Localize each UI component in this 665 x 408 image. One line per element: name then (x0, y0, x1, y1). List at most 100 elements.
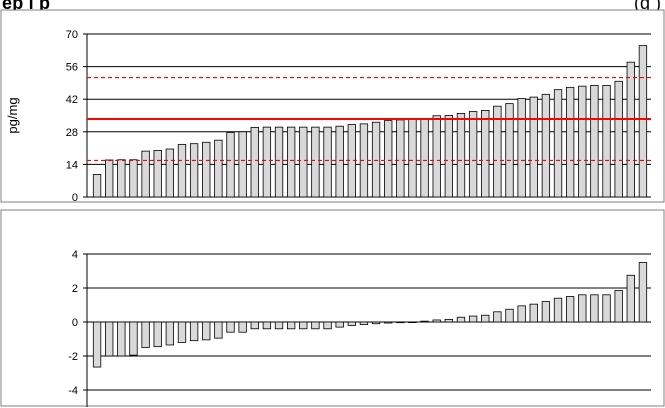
bar (602, 85, 611, 198)
bar (396, 119, 405, 198)
bar (432, 115, 441, 198)
bar (214, 321, 223, 339)
bar (408, 118, 417, 198)
bar (553, 297, 563, 323)
bar (626, 61, 635, 198)
bar (456, 113, 466, 198)
y-tick-label: -2 (68, 351, 78, 363)
bar (141, 321, 150, 348)
bar (578, 85, 587, 198)
bar (286, 321, 296, 330)
y-tick-label: 14 (66, 159, 78, 171)
bar (335, 321, 344, 328)
bar (420, 320, 429, 323)
y-tick-label: 0 (72, 317, 78, 329)
bar (189, 143, 199, 198)
y-tick-label: 56 (66, 62, 78, 74)
bar (311, 321, 320, 330)
bar (444, 115, 454, 198)
bar (468, 315, 478, 323)
bar (286, 126, 296, 198)
bar (189, 321, 199, 342)
bar (177, 321, 187, 343)
bar (238, 131, 247, 198)
bar (553, 89, 563, 198)
bar (177, 143, 187, 198)
bar (359, 321, 369, 325)
bar (493, 311, 502, 323)
bar (578, 294, 587, 323)
bar (335, 125, 344, 198)
bar (590, 85, 599, 198)
y-tick-label: 4 (72, 249, 78, 261)
bar (565, 86, 575, 198)
bar (105, 159, 114, 198)
bar (602, 294, 611, 323)
bar (92, 321, 102, 368)
panel-frame (0, 9, 665, 203)
y-axis-label: pg/mg (5, 97, 20, 133)
bar (165, 148, 175, 198)
bar (626, 274, 635, 323)
bar (347, 321, 356, 326)
bottom-panel: -4 -2 0 2 4 (0, 209, 665, 407)
bar (238, 321, 247, 333)
bar (226, 321, 235, 333)
bar (250, 126, 259, 198)
bar (105, 321, 114, 357)
bar (165, 321, 175, 346)
bar (541, 93, 551, 198)
bar (505, 103, 514, 198)
bar (529, 303, 538, 323)
bar (226, 132, 235, 198)
bar (323, 126, 332, 198)
bar (153, 321, 162, 348)
bar (529, 96, 538, 198)
y-tick-label: 42 (66, 94, 78, 106)
bar (117, 159, 126, 198)
bar (250, 321, 259, 330)
bar (202, 321, 211, 341)
y-tick-label: 28 (66, 127, 78, 139)
bar (262, 126, 272, 198)
bar (202, 141, 211, 198)
bar (432, 319, 441, 323)
bar (565, 296, 575, 323)
bar (299, 126, 308, 198)
bar (505, 308, 514, 323)
bar (590, 294, 599, 323)
bar (323, 321, 332, 330)
bar (444, 319, 454, 323)
y-tick-label: 70 (66, 29, 78, 41)
bar (481, 109, 490, 198)
top-panel: 0 14 28 42 56 70 pg/mg (0, 9, 665, 204)
bar (384, 120, 393, 198)
bar (517, 98, 526, 198)
bar (396, 321, 405, 324)
bar (129, 321, 138, 356)
y-tick-label: 0 (72, 192, 78, 204)
bar (408, 321, 417, 324)
bar (638, 262, 648, 323)
bar (274, 126, 284, 198)
bar (541, 301, 551, 323)
bar (481, 314, 490, 323)
bar (493, 105, 502, 198)
bar (456, 316, 466, 323)
bar (384, 321, 393, 324)
bar (129, 159, 138, 198)
bar (274, 321, 284, 330)
bar (420, 118, 429, 198)
bar (371, 321, 381, 325)
bar (371, 121, 381, 198)
bar (299, 321, 308, 330)
y-tick-label: 2 (72, 283, 78, 295)
bar (214, 139, 223, 198)
bar (153, 150, 162, 198)
panel-frame (0, 209, 665, 407)
bar (311, 126, 320, 198)
bar (117, 321, 126, 357)
bar (614, 290, 623, 323)
y-tick-label: -4 (68, 385, 78, 397)
